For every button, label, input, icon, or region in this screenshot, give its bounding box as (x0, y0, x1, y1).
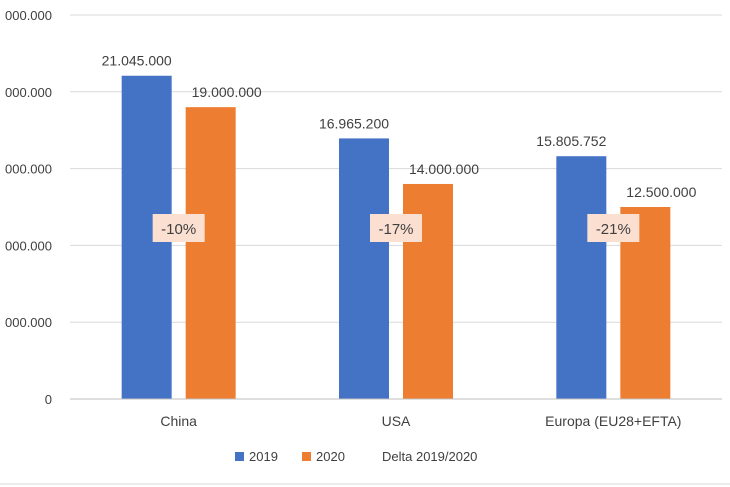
legend-swatch-2019 (235, 452, 244, 461)
delta-label-0: -10% (161, 221, 196, 238)
legend-label-2019: 2019 (249, 449, 278, 464)
legend-label-delta: Delta 2019/2020 (382, 449, 477, 464)
category-label-2: Europa (EU28+EFTA) (545, 413, 681, 429)
legend-label-2020: 2020 (316, 449, 345, 464)
data-label-2019-2: 15.805.752 (536, 133, 606, 149)
y-tick-label: 000.000 (5, 85, 52, 100)
data-label-2020-1: 14.000.000 (409, 161, 479, 177)
category-label-0: China (160, 413, 197, 429)
y-axis-tick-labels: 0 000.000 000.000 000.000 000.000 000.000 (5, 8, 52, 407)
delta-labels: -10% -17% -21% (152, 214, 640, 242)
delta-label-2: -21% (596, 221, 631, 238)
legend: 2019 2020 Delta 2019/2020 (235, 449, 477, 464)
data-label-2019-1: 16.965.200 (319, 115, 389, 131)
bars (121, 75, 671, 399)
y-tick-label: 000.000 (5, 315, 52, 330)
bar-2020-0 (185, 107, 236, 399)
data-label-2020-2: 12.500.000 (626, 184, 696, 200)
data-labels: 21.045.000 19.000.000 16.965.200 14.000.000… (102, 53, 697, 200)
delta-label-box-0 (152, 214, 205, 242)
y-tick-label: 0 (45, 392, 52, 407)
category-labels: China USA Europa (EU28+EFTA) (160, 413, 681, 429)
delta-label-box-2 (587, 214, 640, 242)
legend-swatch-2020 (302, 452, 311, 461)
y-tick-label: 000.000 (5, 8, 52, 23)
y-tick-label: 000.000 (5, 238, 52, 253)
y-tick-label: 000.000 (5, 162, 52, 177)
bar-2019-2 (556, 156, 607, 399)
data-label-2019-0: 21.045.000 (102, 53, 172, 69)
category-label-1: USA (382, 413, 411, 429)
delta-label-box-1 (370, 214, 422, 242)
bar-2019-1 (339, 138, 389, 399)
data-label-2020-0: 19.000.000 (192, 84, 262, 100)
delta-label-1: -17% (378, 221, 413, 238)
gridlines (70, 14, 722, 323)
